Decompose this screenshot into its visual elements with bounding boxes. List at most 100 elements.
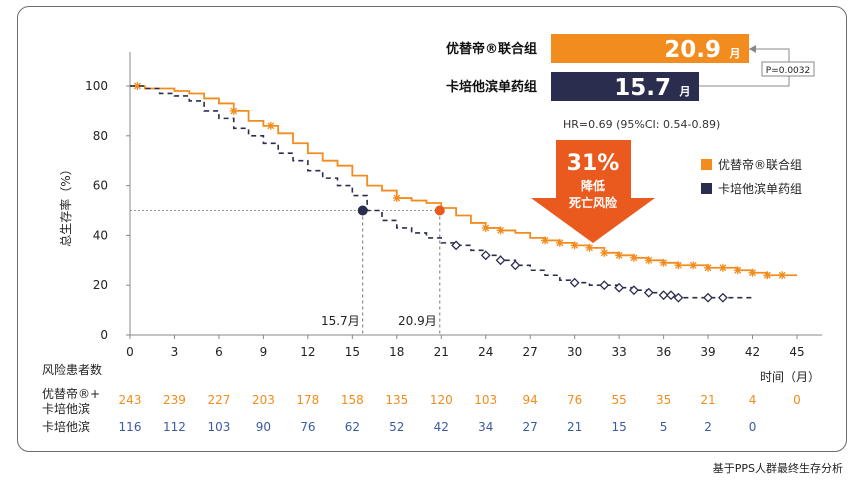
risk-table-cell: 158 [341,393,364,407]
legend-label: 优替帝®联合组 [718,157,802,172]
risk-table-cell: 116 [119,420,142,434]
x-tick-label: 15 [345,345,360,359]
legend-label: 卡培他滨单药组 [718,181,802,196]
risk-table-cell: 55 [611,393,626,407]
footnote: 基于PPS人群最终生存分析 [712,462,843,475]
risk-row-label: 卡培他滨 [42,401,90,416]
legend-swatch [701,159,712,170]
x-tick-label: 21 [434,345,449,359]
y-tick-label: 100 [85,79,108,93]
x-tick-label: 18 [389,345,404,359]
x-tick-label: 36 [656,345,671,359]
censor-mark-cape [614,282,625,293]
x-tick-label: 12 [300,345,315,359]
risk-table-title: 风险患者数 [42,362,102,377]
risk-table-cell: 27 [523,420,538,434]
x-tick-label: 27 [523,345,538,359]
risk-table-cell: 76 [300,420,315,434]
median-bar-label: 卡培他滨单药组 [446,79,537,95]
x-axis-label: 时间（月） [760,370,820,384]
x-tick-label: 30 [567,345,582,359]
median-point [434,205,445,216]
risk-table-cell: 112 [163,420,186,434]
x-tick-label: 0 [126,345,134,359]
risk-table-cell: 62 [345,420,360,434]
median-point [357,205,368,216]
risk-table-cell: 21 [700,393,715,407]
risk-table-cell: 52 [389,420,404,434]
risk-table-cell: 227 [207,393,230,407]
censor-mark-combo [496,226,505,235]
risk-reduction-text: 死亡风险 [569,195,618,210]
x-tick-label: 42 [745,345,760,359]
censor-mark-cape [451,240,462,251]
risk-row-label: 优替帝®+ [42,386,100,401]
risk-table-cell: 21 [567,420,582,434]
x-tick-label: 3 [171,345,179,359]
median-label: 15.7月 [321,314,360,328]
censor-mark-combo [266,121,275,130]
x-tick-label: 9 [260,345,268,359]
censor-mark-combo [704,263,713,272]
risk-table-cell: 239 [163,393,186,407]
median-bar-unit: 月 [729,47,741,60]
series-line-combo [130,85,797,277]
p-bracket-arrow [749,45,756,53]
x-tick-label: 39 [700,345,715,359]
median-bar-value: 20.9 [664,37,721,63]
censor-mark-cape [569,277,580,288]
censor-mark-cape [658,290,669,301]
censor-mark-combo [748,268,757,277]
censor-mark-cape [480,250,491,261]
censor-mark-combo [615,251,624,260]
series-line-cape [130,85,753,299]
censor-mark-cape [717,292,728,303]
risk-table-cell: 0 [793,393,801,407]
hazard-ratio-text: HR=0.69 (95%CI: 0.54-0.89) [563,118,720,131]
risk-table-cell: 42 [434,420,449,434]
censor-mark-combo [733,266,742,275]
censor-mark-combo [600,248,609,257]
censor-mark-combo [689,261,698,270]
risk-table-cell: 2 [704,420,712,434]
risk-table-cell: 120 [430,393,453,407]
censor-mark-cape [495,255,506,266]
censor-mark-cape [703,292,713,303]
y-tick-label: 60 [93,179,108,193]
censor-mark-combo [392,194,401,203]
x-tick-label: 33 [611,345,626,359]
risk-table-cell: 35 [656,393,671,407]
x-tick-label: 45 [789,345,804,359]
risk-table-cell: 15 [611,420,626,434]
censor-mark-cape [673,292,684,303]
risk-table-cell: 4 [749,393,757,407]
risk-reduction-arrow [531,140,655,243]
censor-mark-combo [718,263,727,272]
risk-table-cell: 5 [660,420,668,434]
risk-reduction-pct: 31% [567,151,620,176]
p-value: P=0.0032 [766,66,810,76]
risk-table-cell: 203 [252,393,275,407]
y-tick-label: 0 [100,328,108,342]
chart-panel [17,6,847,452]
x-tick-label: 24 [478,345,493,359]
censor-mark-combo [570,241,579,250]
censor-mark-combo [229,106,238,115]
risk-table-cell: 103 [207,420,230,434]
censor-mark-cape [599,280,610,291]
censor-mark-combo [659,258,668,267]
censor-mark-cape [510,260,521,271]
risk-table-cell: 178 [296,393,319,407]
risk-table-cell: 103 [474,393,497,407]
risk-reduction-text: 降低 [581,178,605,193]
censor-mark-cape [643,287,654,298]
risk-table-cell: 0 [749,420,757,434]
risk-table-cell: 90 [256,420,271,434]
median-bar-label: 优替帝®联合组 [446,41,537,57]
p-value-box [761,61,815,77]
y-tick-label: 20 [93,278,108,292]
median-bar [551,72,699,101]
censor-mark-combo [555,238,564,247]
censor-mark-combo [585,243,594,252]
